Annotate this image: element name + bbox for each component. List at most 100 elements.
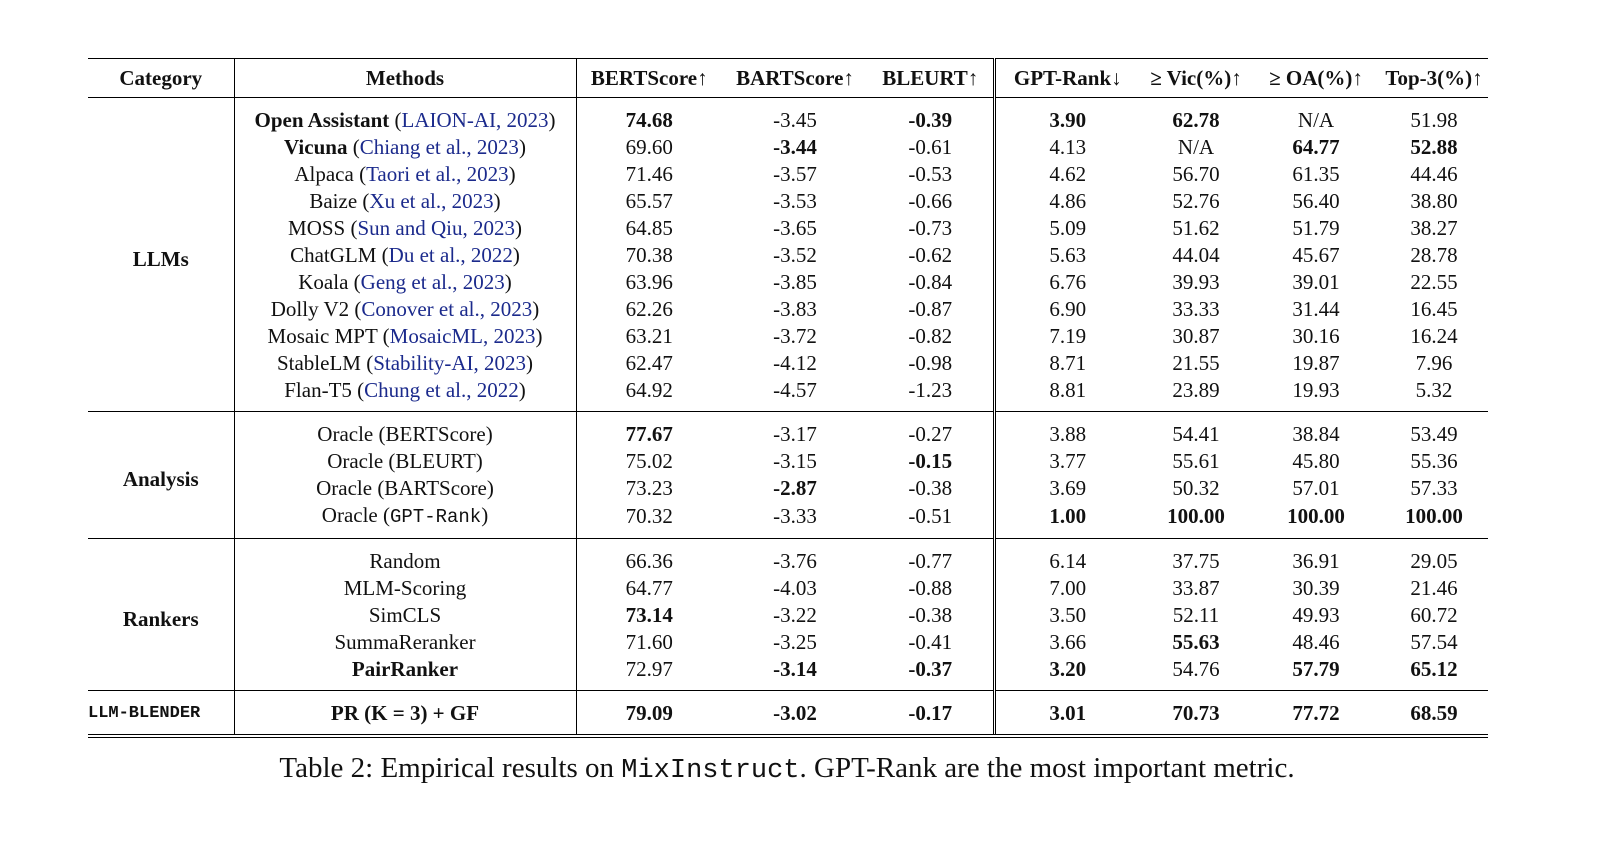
value-cell: 51.98	[1410, 108, 1458, 132]
value-cell: 71.60	[625, 630, 673, 654]
method-cell: Baize (Xu et al., 2023)	[234, 188, 577, 215]
citation-link[interactable]: Conover et al., 2023	[361, 297, 533, 321]
value-cell: 69.60	[625, 135, 673, 159]
header-cell: BERTScore↑	[590, 65, 708, 90]
value-cell: -0.66	[868, 188, 996, 215]
citation-link[interactable]: Chiang et al., 2023	[359, 135, 519, 159]
value-cell: -0.53	[868, 161, 996, 188]
value-cell: 63.21	[625, 324, 673, 348]
value-cell: 31.44	[1292, 297, 1340, 321]
value-cell: -4.57	[773, 378, 817, 402]
value-cell: -3.57	[773, 162, 817, 186]
value-cell: 56.70	[1172, 162, 1220, 186]
value-cell: -3.83	[773, 297, 817, 321]
method-name: SummaReranker	[334, 630, 476, 654]
table-row: SimCLS 73.14 -3.22 -0.38 3.50 52.11 49.93 60.72	[88, 602, 1488, 629]
value-cell: 36.91	[1292, 549, 1340, 573]
value-cell: -3.45	[773, 108, 817, 132]
value-cell: -0.51	[868, 502, 996, 539]
header-cell: GPT-Rank↓	[1013, 65, 1122, 90]
value-cell: 68.59	[1410, 701, 1458, 725]
method-name: Oracle (BLEURT)	[327, 449, 483, 473]
citation-link[interactable]: Chung et al., 2022	[364, 378, 519, 402]
value-cell: 54.76	[1172, 657, 1220, 681]
value-cell: 44.46	[1410, 162, 1458, 186]
value-cell: 62.26	[625, 297, 673, 321]
method-name: Baize	[309, 189, 358, 213]
value-cell: 7.00	[1049, 576, 1087, 600]
method-cell: SummaReranker	[234, 629, 577, 656]
value-cell: 21.55	[1172, 351, 1220, 375]
method-name: Random	[369, 549, 441, 573]
method-cell: ChatGLM (Du et al., 2022)	[234, 242, 577, 269]
method-name: PairRanker	[351, 657, 459, 681]
citation-link[interactable]: Geng et al., 2023	[360, 270, 505, 294]
value-cell: 51.62	[1172, 216, 1220, 240]
value-cell: 70.73	[1172, 701, 1220, 725]
value-cell: 5.32	[1415, 378, 1453, 402]
citation-link[interactable]: MosaicML, 2023	[389, 324, 536, 348]
header-cell: ≥ OA(%)↑	[1269, 65, 1363, 90]
value-cell: 19.93	[1292, 378, 1340, 402]
citation-link[interactable]: Sun and Qiu, 2023	[357, 216, 515, 240]
table-row: Alpaca (Taori et al., 2023) 71.46 -3.57 -0.…	[88, 161, 1488, 188]
value-cell: -0.27	[868, 411, 996, 448]
value-cell: 39.01	[1292, 270, 1340, 294]
value-cell: 5.63	[1049, 243, 1087, 267]
value-cell: 49.93	[1292, 603, 1340, 627]
value-cell: 50.32	[1172, 476, 1220, 500]
value-cell: 73.14	[625, 603, 673, 627]
value-cell: 100.00	[1287, 504, 1345, 528]
value-cell: -0.87	[868, 296, 996, 323]
method-name: Oracle (BARTScore)	[316, 476, 494, 500]
value-cell: -3.22	[773, 603, 817, 627]
value-cell: 52.11	[1172, 603, 1220, 627]
value-cell: 22.55	[1410, 270, 1458, 294]
value-cell: 33.33	[1172, 297, 1220, 321]
value-cell: 4.86	[1049, 189, 1087, 213]
value-cell: N/A	[1297, 108, 1335, 132]
table-row: Oracle (BARTScore) 73.23 -2.87 -0.38 3.69 50.…	[88, 475, 1488, 502]
citation-link[interactable]: LAION-AI, 2023	[401, 108, 549, 132]
value-cell: 3.69	[1049, 476, 1087, 500]
value-cell: 3.88	[1049, 422, 1087, 446]
value-cell: 3.66	[1049, 630, 1087, 654]
method-cell: Dolly V2 (Conover et al., 2023)	[234, 296, 577, 323]
value-cell: 23.89	[1172, 378, 1220, 402]
value-cell: -3.44	[773, 135, 817, 159]
header-cell: Category	[88, 58, 235, 98]
method-name: Flan-T5	[284, 378, 352, 402]
value-cell: -3.25	[773, 630, 817, 654]
method-cell: Oracle (BARTScore)	[234, 475, 577, 502]
citation-link[interactable]: Du et al., 2022	[388, 243, 513, 267]
value-cell: 30.39	[1292, 576, 1340, 600]
method-cell: Koala (Geng et al., 2023)	[234, 269, 577, 296]
value-cell: 37.75	[1172, 549, 1220, 573]
citation-link[interactable]: Stability-AI, 2023	[373, 351, 527, 375]
value-cell: 51.79	[1292, 216, 1340, 240]
value-cell: -4.03	[773, 576, 817, 600]
method-name: Koala	[298, 270, 349, 294]
value-cell: -0.62	[868, 242, 996, 269]
value-cell: 28.78	[1410, 243, 1458, 267]
value-cell: -3.65	[773, 216, 817, 240]
value-cell: 64.77	[1292, 135, 1340, 159]
value-cell: 16.45	[1410, 297, 1458, 321]
table-row: Dolly V2 (Conover et al., 2023) 62.26 -3.8…	[88, 296, 1488, 323]
citation-link[interactable]: Taori et al., 2023	[366, 162, 509, 186]
results-table-container: Category Methods BERTScore↑ BARTScore↑ BLEUR…	[88, 58, 1488, 738]
method-cell: Oracle (GPT-Rank)	[234, 502, 577, 539]
method-cell: MLM-Scoring	[234, 575, 577, 602]
method-cell: Oracle (BLEURT)	[234, 448, 577, 475]
header-cell: BLEURT↑	[868, 58, 996, 98]
value-cell: 65.12	[1410, 657, 1458, 681]
method-cell: Vicuna (Chiang et al., 2023)	[234, 134, 577, 161]
category-cell: Analysis	[88, 411, 235, 539]
value-cell: 71.46	[625, 162, 673, 186]
value-cell: -3.72	[773, 324, 817, 348]
value-cell: 21.46	[1410, 576, 1458, 600]
value-cell: -3.33	[773, 504, 817, 528]
value-cell: 6.90	[1049, 297, 1087, 321]
citation-link[interactable]: Xu et al., 2023	[369, 189, 494, 213]
caption-dataset-name: MixInstruct	[621, 756, 800, 786]
